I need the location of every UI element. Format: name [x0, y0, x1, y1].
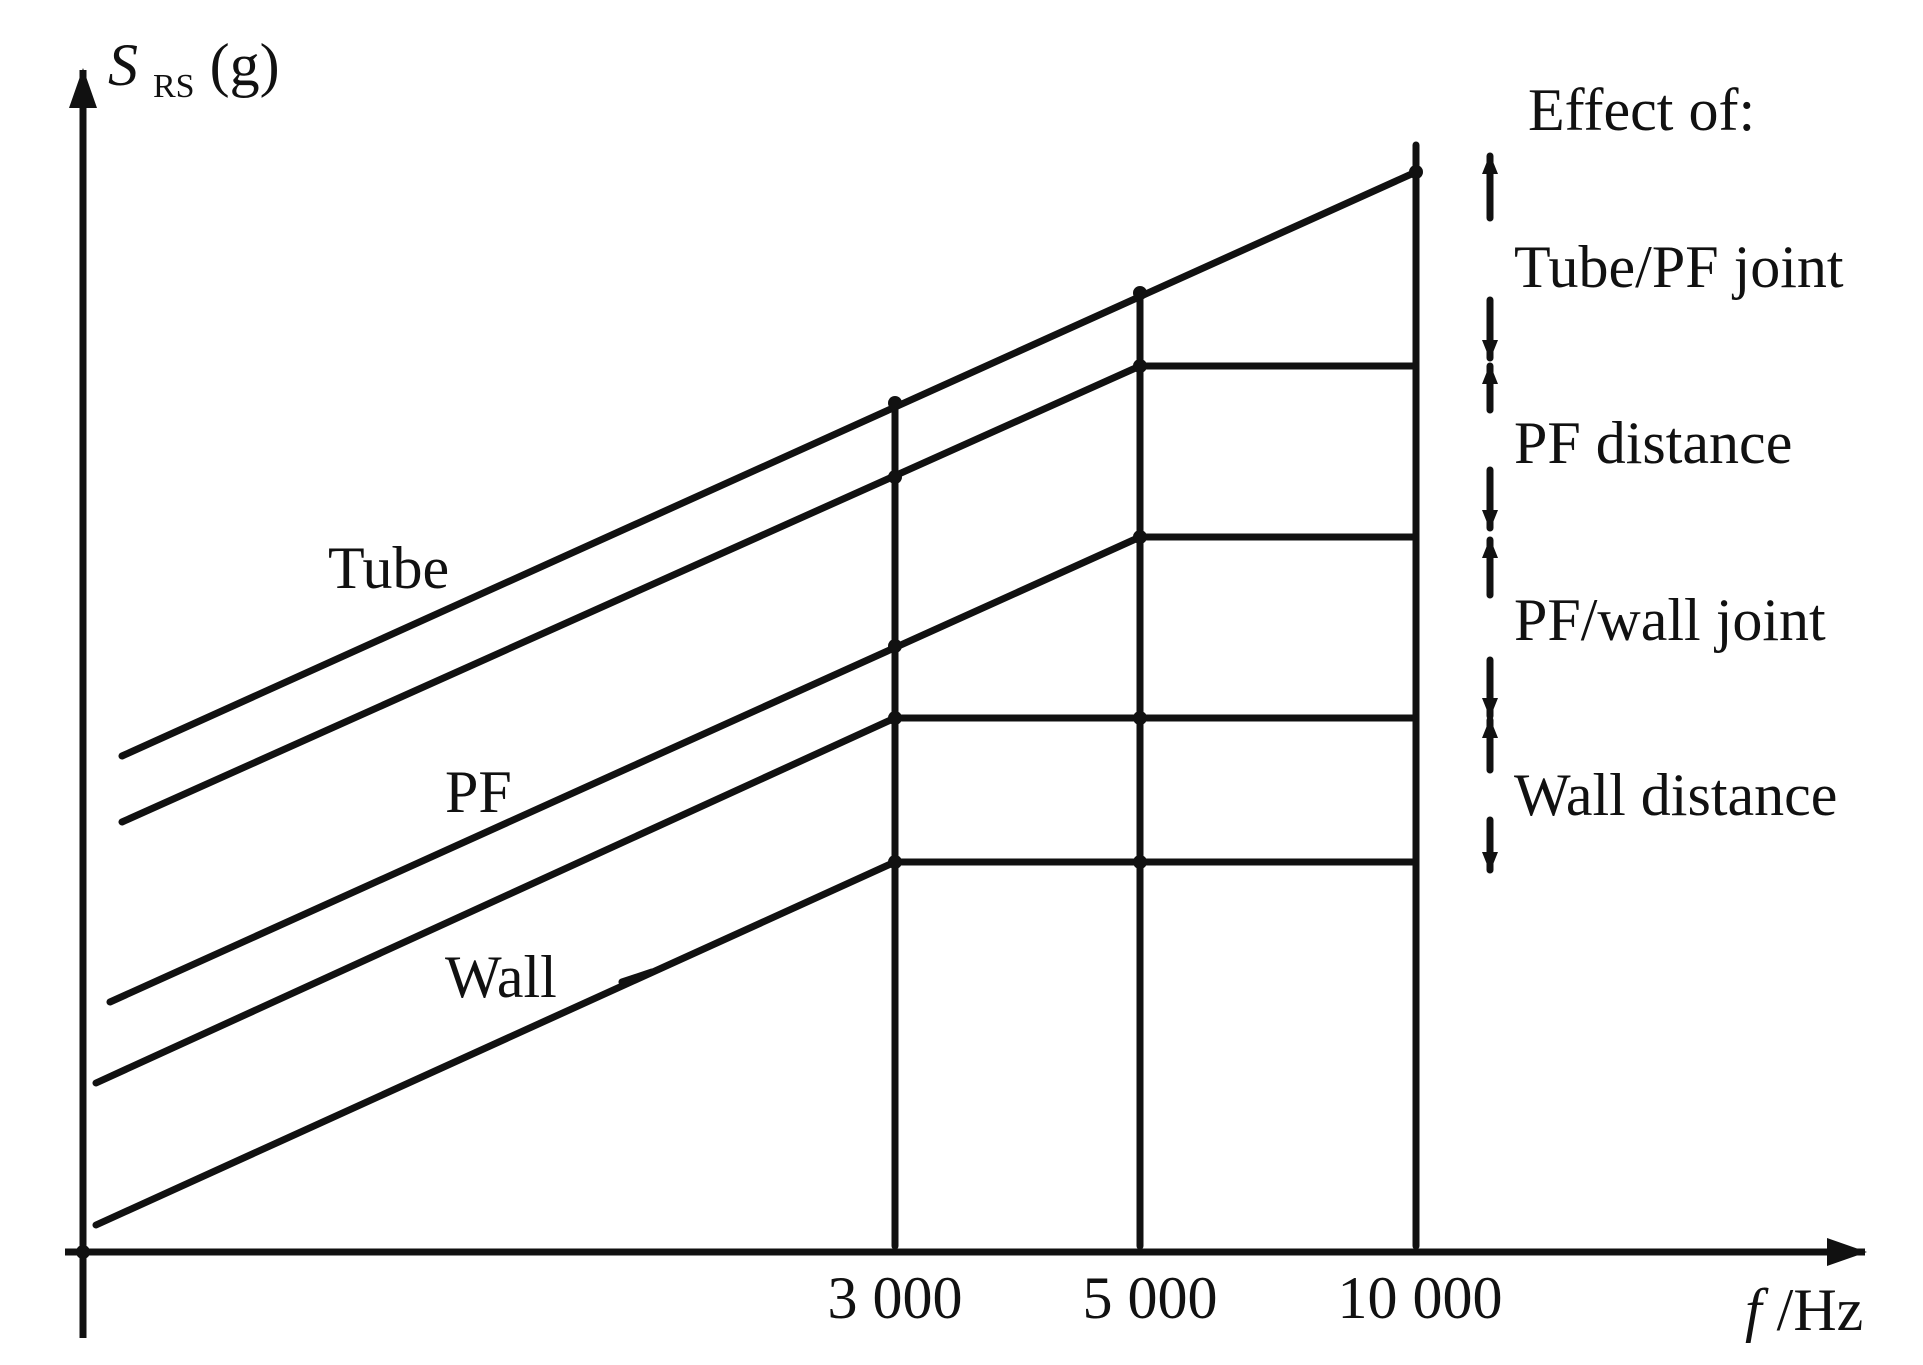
x-axis-symbol: f — [1745, 1277, 1769, 1343]
wall-dash-mark — [618, 968, 656, 986]
line-tube-pf — [118, 362, 1144, 826]
x-axis-unit: /Hz — [1777, 1277, 1864, 1343]
y-axis-symbol: S — [108, 32, 138, 98]
legend-item-pf-wall-joint: PF/wall joint — [1514, 587, 1826, 653]
tick-label-10000: 10 000 — [1338, 1265, 1503, 1331]
line-pf-wall — [92, 714, 899, 1087]
legend-item-wall-distance: Wall distance — [1514, 762, 1837, 828]
y-axis-subscript: RS — [153, 68, 195, 105]
y-axis-unit: (g) — [210, 32, 280, 98]
label-tube: Tube — [328, 535, 449, 601]
legend-item-tube-pf-joint: Tube/PF joint — [1514, 234, 1844, 300]
label-wall: Wall — [445, 944, 557, 1010]
legend-item-pf-distance: PF distance — [1514, 410, 1792, 476]
line-wall — [92, 858, 899, 1229]
tick-label-5000: 5 000 — [1083, 1265, 1218, 1331]
line-tube — [118, 168, 1420, 760]
label-pf: PF — [445, 759, 512, 825]
x-axis-label: f /Hz — [1745, 1277, 1863, 1343]
tick-label-3000: 3 000 — [828, 1265, 963, 1331]
y-axis-label: S RS (g) — [108, 32, 280, 110]
legend-title: Effect of: — [1528, 77, 1755, 143]
junction-dots — [76, 165, 1423, 1259]
line-pf — [106, 533, 1144, 1006]
